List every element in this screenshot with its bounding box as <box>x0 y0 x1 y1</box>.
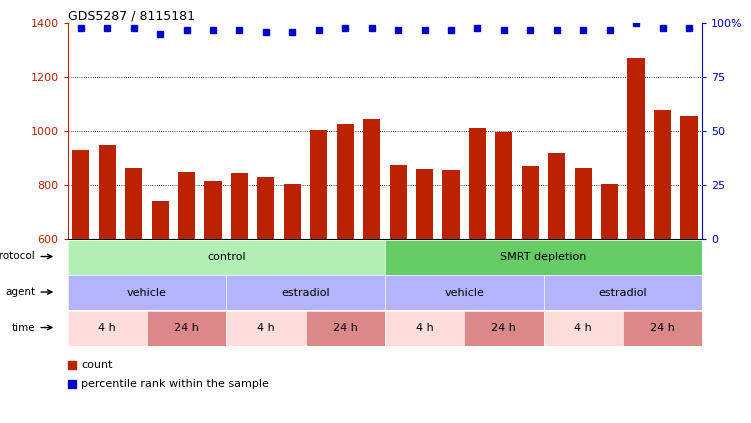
Bar <box>125 168 142 239</box>
Bar <box>178 172 195 239</box>
Bar <box>442 170 460 239</box>
Text: 24 h: 24 h <box>650 323 675 333</box>
Text: 4 h: 4 h <box>415 323 433 333</box>
Text: count: count <box>81 360 113 370</box>
Bar <box>336 124 354 239</box>
Bar <box>204 181 222 239</box>
Bar <box>363 119 380 239</box>
Text: 24 h: 24 h <box>491 323 516 333</box>
Text: 4 h: 4 h <box>575 323 592 333</box>
Bar <box>152 201 169 239</box>
Bar <box>654 110 671 239</box>
Text: time: time <box>11 323 35 332</box>
Bar <box>548 153 566 239</box>
Bar <box>231 173 248 239</box>
Bar <box>72 150 89 239</box>
Bar <box>495 132 512 239</box>
Bar <box>258 177 275 239</box>
Bar <box>601 184 618 239</box>
Bar <box>680 116 698 239</box>
Bar <box>628 58 644 239</box>
Bar <box>416 169 433 239</box>
Bar <box>390 165 407 239</box>
Text: agent: agent <box>5 287 35 297</box>
Bar <box>522 166 539 239</box>
Text: vehicle: vehicle <box>127 288 167 298</box>
Text: GDS5287 / 8115181: GDS5287 / 8115181 <box>68 9 195 22</box>
Bar <box>98 145 116 239</box>
Bar <box>469 129 486 239</box>
Text: estradiol: estradiol <box>599 288 647 298</box>
Text: SMRT depletion: SMRT depletion <box>500 252 587 262</box>
Text: control: control <box>207 252 246 262</box>
Text: 4 h: 4 h <box>257 323 275 333</box>
Text: 4 h: 4 h <box>98 323 116 333</box>
Text: vehicle: vehicle <box>445 288 484 298</box>
Text: 24 h: 24 h <box>333 323 357 333</box>
Bar <box>310 130 327 239</box>
Bar <box>284 184 301 239</box>
Text: 24 h: 24 h <box>174 323 199 333</box>
Bar <box>575 168 592 239</box>
Text: percentile rank within the sample: percentile rank within the sample <box>81 379 269 389</box>
Text: protocol: protocol <box>0 252 35 261</box>
Text: estradiol: estradiol <box>282 288 330 298</box>
